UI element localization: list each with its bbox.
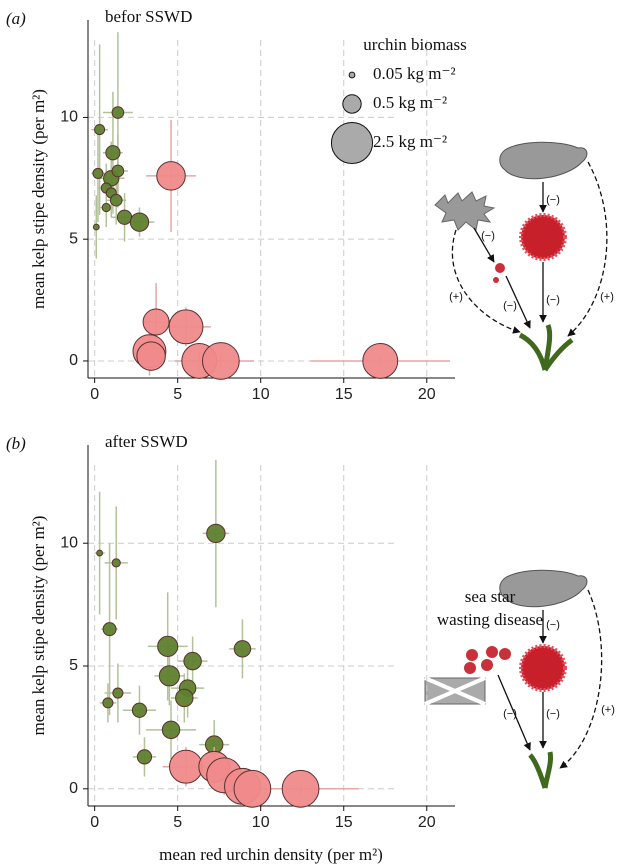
point [201,342,240,380]
y-tick-label: 0 [69,352,78,369]
point [94,124,106,136]
legend-label: 0.5 kg m⁻² [373,93,447,112]
x-tick-label: 10 [252,814,270,831]
point [233,769,272,808]
point [105,145,121,161]
point [183,651,202,671]
point [96,549,104,557]
food-web-b [424,569,603,789]
point [102,697,114,709]
point [116,209,133,225]
point [92,223,100,231]
point [161,720,181,740]
point [101,202,111,213]
annotation: (+) [600,291,614,303]
point [111,558,121,568]
annotation: (−) [546,619,560,631]
y-axis-label: mean kelp stipe density (per m²) [29,89,48,309]
sea-star [434,191,496,231]
y-tick-label: 5 [69,657,78,674]
x-tick-label: 0 [90,386,99,403]
x-tick-label: 10 [252,386,270,403]
arrows [451,161,608,337]
x-tick-label: 20 [418,814,436,831]
legend-label: 2.5 kg m⁻² [373,132,447,151]
point [109,193,123,207]
legend-title: urchin biomass [363,35,466,54]
otter [499,141,588,180]
x-tick-label: 0 [90,814,99,831]
x-axis-label: mean red urchin density (per m²) [159,845,383,864]
urchin [519,644,567,692]
point [206,523,226,544]
annotation: (−) [503,300,517,312]
y-tick-label: 0 [69,780,78,797]
kelp [528,751,553,789]
panel-label: (b) [6,434,26,453]
annotation: (+) [449,291,463,303]
annotation: (−) [546,194,560,206]
point [131,702,148,718]
kelp [518,324,574,372]
arrows [497,589,603,769]
point [175,688,194,708]
urchin [519,213,567,261]
annotation: (−) [546,294,560,306]
annotation: sea star [465,587,516,606]
y-tick-label: 10 [60,534,78,551]
small-urchins [464,646,511,674]
point [129,212,150,232]
x-tick-label: 5 [173,814,182,831]
panel-title: after SSWD [105,432,188,451]
y-tick-label: 10 [60,109,78,126]
legend-marker [342,94,362,114]
point [168,309,204,345]
point [156,161,186,191]
annotation: (+) [601,704,615,716]
point [111,106,125,119]
legend-label: 0.05 kg m⁻² [373,64,456,83]
small-urchins [493,263,505,283]
point [169,749,203,784]
point [136,749,153,765]
annotation: (−) [546,708,560,720]
annotation: (−) [503,708,517,720]
point [102,622,117,637]
point [92,167,104,179]
annotation: wasting disease [437,610,543,629]
annotation: (−) [481,230,495,242]
point [158,665,180,687]
panel-label: (a) [6,9,26,28]
crossed-sea-star [424,676,486,706]
point [233,640,252,658]
legend-marker [330,121,374,165]
point [111,164,125,178]
point [136,341,166,371]
food-web-a [434,141,608,372]
panel-title: befor SSWD [105,7,192,26]
y-tick-label: 5 [69,230,78,247]
y-axis-label: mean kelp stipe density (per m²) [29,516,48,736]
x-tick-label: 5 [173,386,182,403]
point [281,769,320,808]
legend-marker [348,71,356,79]
x-tick-label: 20 [418,386,436,403]
point [142,308,170,336]
x-tick-label: 15 [335,814,353,831]
otter [499,569,588,608]
point [362,343,399,379]
point [157,635,179,657]
x-tick-label: 15 [335,386,353,403]
point [112,687,124,699]
